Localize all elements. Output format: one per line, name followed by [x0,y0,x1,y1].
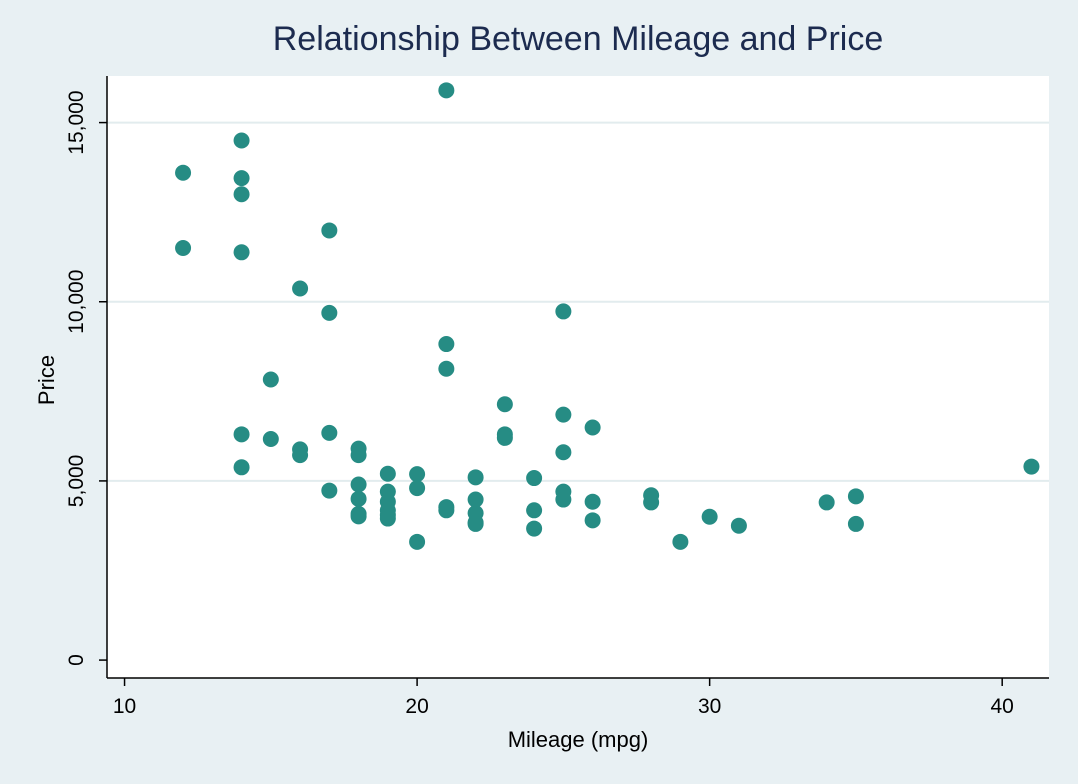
data-point-36 [438,502,455,519]
data-point-54 [584,493,601,510]
x-tick-label-1: 20 [405,695,428,718]
data-point-29 [409,466,426,483]
data-point-2 [233,132,250,149]
data-point-20 [350,490,367,507]
x-tick-label-0: 10 [113,695,136,718]
data-point-49 [555,406,572,423]
data-point-53 [584,419,601,436]
data-point-4 [233,186,250,203]
axes: 0 5,000 10,000 15,000 10 20 30 40 [65,76,1049,718]
data-point-41 [467,515,484,532]
data-point-33 [438,336,455,353]
data-point-34 [438,360,455,377]
x-tick-label-2: 30 [698,695,721,718]
data-point-58 [672,533,689,550]
data-point-44 [496,429,513,446]
data-point-18 [350,447,367,464]
data-point-61 [818,494,835,511]
data-point-5 [233,244,250,261]
data-point-1 [175,240,192,256]
data-point-42 [496,396,513,413]
data-point-31 [409,533,426,550]
data-point-23 [379,465,396,482]
data-point-38 [467,491,484,508]
data-point-32 [438,82,455,99]
data-points [175,82,1040,550]
data-point-3 [233,170,250,187]
data-point-14 [321,304,338,321]
y-tick-label-3: 15,000 [65,90,88,154]
x-tick-label-3: 40 [991,695,1014,718]
data-point-64 [1023,458,1040,475]
gridlines [107,121,1049,482]
y-tick-label-0: 0 [65,654,88,666]
data-point-12 [292,447,309,464]
data-point-6 [233,426,250,443]
data-point-28 [379,510,396,527]
data-point-52 [555,491,572,508]
plot-area [107,76,1049,678]
data-point-19 [350,476,367,493]
y-tick-label-2: 10,000 [65,270,88,334]
data-point-16 [321,482,338,499]
data-point-10 [292,280,309,297]
data-point-48 [555,303,572,320]
data-point-60 [730,517,747,534]
data-point-55 [584,512,601,529]
data-point-45 [526,470,543,487]
data-point-15 [321,424,338,441]
data-point-59 [701,508,718,525]
y-axis-label: Price [34,355,59,405]
data-point-62 [847,488,864,505]
data-point-22 [350,508,367,525]
data-point-9 [262,430,279,447]
chart-title: Relationship Between Mileage and Price [273,20,883,58]
data-point-8 [262,371,279,388]
data-point-50 [555,444,572,461]
data-point-47 [526,520,543,537]
x-axis-label: Mileage (mpg) [508,727,649,752]
data-point-30 [409,480,426,497]
data-point-57 [643,494,660,511]
data-point-63 [847,515,864,532]
data-point-46 [526,502,543,519]
data-point-0 [175,164,192,181]
y-tick-label-1: 5,000 [65,455,88,508]
data-point-37 [467,469,484,486]
data-point-7 [233,459,250,476]
data-point-13 [321,222,338,239]
